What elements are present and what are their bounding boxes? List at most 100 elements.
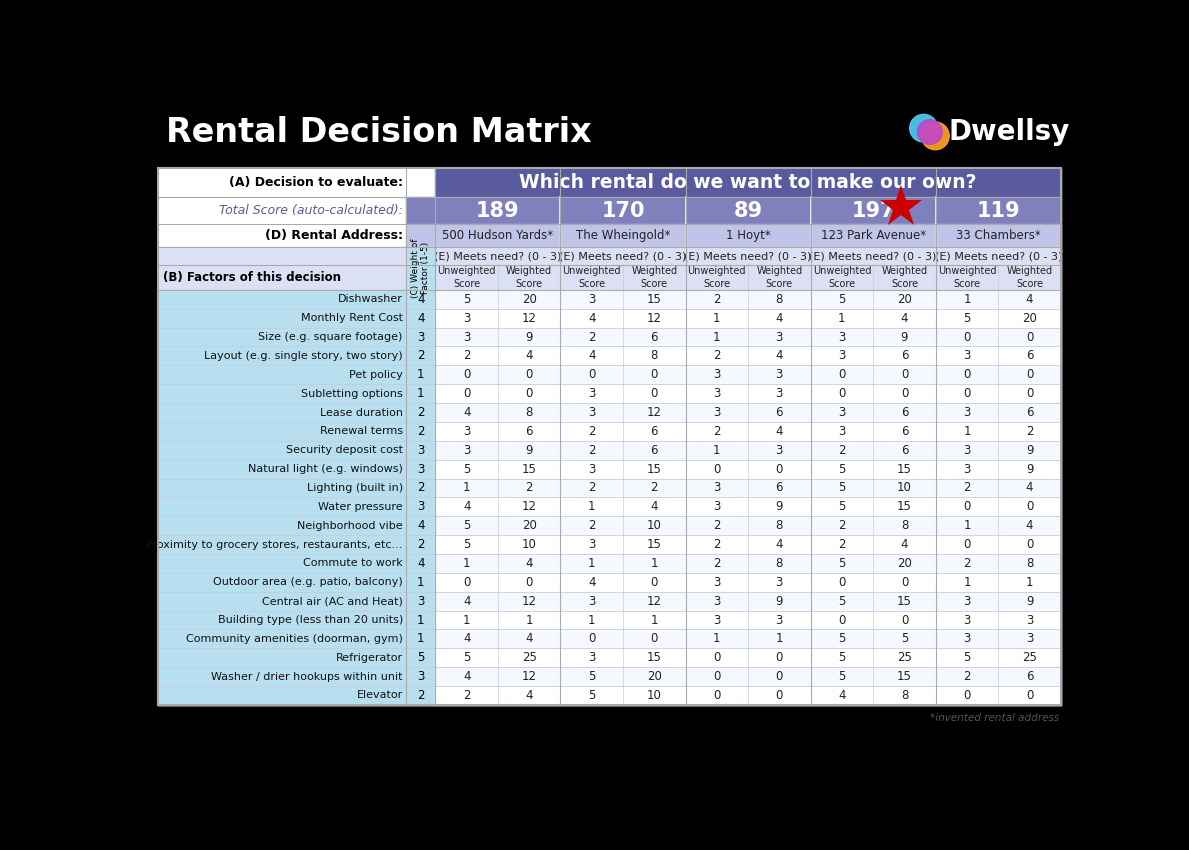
Text: 0: 0 bbox=[838, 575, 845, 589]
Bar bbox=[748, 290, 811, 309]
Text: 10: 10 bbox=[897, 481, 912, 495]
Bar bbox=[686, 497, 748, 516]
Bar bbox=[811, 347, 873, 366]
Circle shape bbox=[910, 114, 938, 142]
Bar bbox=[158, 327, 405, 347]
Text: 3: 3 bbox=[713, 387, 721, 400]
Text: 5: 5 bbox=[463, 651, 471, 664]
Text: 0: 0 bbox=[526, 368, 533, 382]
Text: 9: 9 bbox=[901, 331, 908, 343]
Bar bbox=[623, 516, 686, 536]
Text: 1: 1 bbox=[417, 614, 424, 626]
Text: 3: 3 bbox=[463, 444, 471, 456]
Text: Weighted
Score: Weighted Score bbox=[756, 266, 803, 289]
Text: 3: 3 bbox=[775, 331, 784, 343]
Text: 4: 4 bbox=[1026, 292, 1033, 306]
Text: Pet policy: Pet policy bbox=[348, 370, 403, 380]
Text: 6: 6 bbox=[775, 481, 784, 495]
Bar bbox=[623, 422, 686, 441]
Text: 1 Hoyt*: 1 Hoyt* bbox=[725, 229, 770, 241]
Text: 2: 2 bbox=[417, 349, 424, 362]
Text: 3: 3 bbox=[838, 331, 845, 343]
Bar bbox=[405, 197, 435, 224]
Bar bbox=[405, 536, 435, 554]
Bar bbox=[873, 497, 936, 516]
Bar bbox=[936, 265, 999, 290]
Bar bbox=[498, 497, 560, 516]
Text: 1: 1 bbox=[463, 557, 471, 570]
Text: 10: 10 bbox=[522, 538, 536, 551]
Bar bbox=[498, 649, 560, 667]
Bar bbox=[498, 536, 560, 554]
Text: 1: 1 bbox=[589, 557, 596, 570]
Bar bbox=[686, 460, 748, 479]
Bar bbox=[811, 197, 936, 224]
Bar bbox=[873, 309, 936, 327]
Bar bbox=[748, 422, 811, 441]
Bar bbox=[999, 649, 1061, 667]
Text: 3: 3 bbox=[589, 462, 596, 476]
Bar bbox=[623, 479, 686, 497]
Bar bbox=[999, 630, 1061, 649]
Text: (A) Decision to evaluate:: (A) Decision to evaluate: bbox=[228, 176, 403, 190]
Text: 1: 1 bbox=[775, 632, 784, 645]
Bar bbox=[158, 592, 405, 610]
Text: 15: 15 bbox=[647, 651, 662, 664]
Text: 3: 3 bbox=[963, 632, 970, 645]
Bar bbox=[873, 327, 936, 347]
Bar bbox=[560, 536, 623, 554]
Bar bbox=[811, 460, 873, 479]
Bar bbox=[560, 327, 623, 347]
Text: 0: 0 bbox=[963, 368, 970, 382]
Circle shape bbox=[918, 120, 942, 145]
Text: 3: 3 bbox=[963, 406, 970, 419]
Text: Unweighted
Score: Unweighted Score bbox=[438, 266, 496, 289]
Text: 4: 4 bbox=[463, 595, 471, 608]
Bar bbox=[999, 686, 1061, 705]
Bar bbox=[936, 403, 999, 422]
Text: 2: 2 bbox=[417, 689, 424, 702]
Bar bbox=[158, 224, 405, 246]
Text: 15: 15 bbox=[647, 538, 662, 551]
Bar bbox=[686, 516, 748, 536]
Bar bbox=[435, 403, 498, 422]
Bar bbox=[686, 554, 748, 573]
Text: Proximity to grocery stores, restaurants, etc...: Proximity to grocery stores, restaurants… bbox=[146, 540, 403, 550]
Text: 2: 2 bbox=[713, 425, 721, 438]
Text: 9: 9 bbox=[775, 501, 784, 513]
Text: Unweighted
Score: Unweighted Score bbox=[562, 266, 621, 289]
Bar bbox=[748, 610, 811, 630]
Bar bbox=[158, 403, 405, 422]
Bar bbox=[811, 610, 873, 630]
Text: 0: 0 bbox=[963, 689, 970, 702]
Text: 2: 2 bbox=[417, 425, 424, 438]
Text: 9: 9 bbox=[1026, 444, 1033, 456]
Text: 1: 1 bbox=[417, 368, 424, 382]
Bar bbox=[435, 366, 498, 384]
Bar bbox=[435, 246, 560, 265]
Bar bbox=[999, 497, 1061, 516]
Text: 10: 10 bbox=[647, 519, 662, 532]
Text: 4: 4 bbox=[589, 312, 596, 325]
Text: 4: 4 bbox=[526, 557, 533, 570]
Bar bbox=[560, 667, 623, 686]
Text: 20: 20 bbox=[647, 670, 662, 683]
Text: 0: 0 bbox=[775, 689, 784, 702]
Bar bbox=[873, 460, 936, 479]
Bar bbox=[748, 309, 811, 327]
Text: 1: 1 bbox=[589, 614, 596, 626]
Text: 2: 2 bbox=[417, 538, 424, 551]
Text: 9: 9 bbox=[526, 444, 533, 456]
Bar bbox=[811, 667, 873, 686]
Bar bbox=[623, 554, 686, 573]
Text: 0: 0 bbox=[1026, 368, 1033, 382]
Bar bbox=[560, 649, 623, 667]
Text: 20: 20 bbox=[897, 292, 912, 306]
Text: Rental Decision Matrix: Rental Decision Matrix bbox=[165, 116, 591, 149]
Text: 1: 1 bbox=[650, 614, 658, 626]
Bar bbox=[873, 366, 936, 384]
Text: 15: 15 bbox=[897, 595, 912, 608]
Bar bbox=[560, 497, 623, 516]
Text: Unweighted
Score: Unweighted Score bbox=[687, 266, 746, 289]
Bar bbox=[560, 460, 623, 479]
